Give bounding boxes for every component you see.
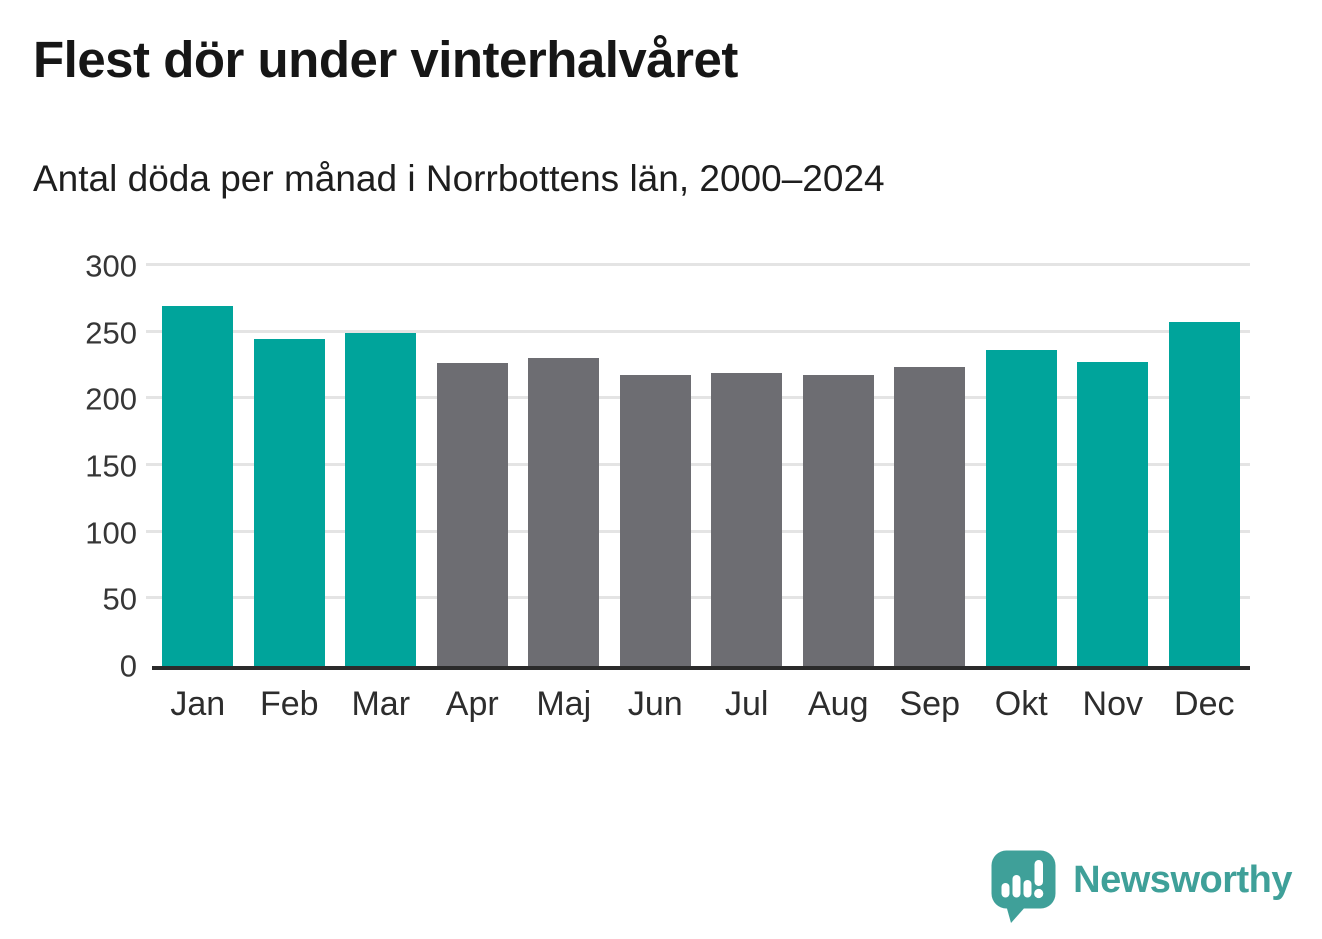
gridline <box>146 263 1250 266</box>
gridline <box>146 329 1250 333</box>
x-tick-label: Dec <box>1174 685 1235 723</box>
x-tick-label: Sep <box>899 685 961 723</box>
bar-column-dec <box>1159 266 1251 666</box>
speech-bubble-chart-icon <box>991 850 1056 923</box>
brand-name: Newsworthy <box>1073 858 1292 901</box>
bar-jun <box>619 375 691 666</box>
bar-apr <box>436 363 508 666</box>
gridline <box>146 463 1250 466</box>
bar-column-nov <box>1067 266 1159 666</box>
gridline <box>146 396 1250 400</box>
bar-dec <box>1168 322 1240 666</box>
y-tick-label: 150 <box>85 448 137 484</box>
x-tick-label: Okt <box>994 685 1048 723</box>
x-axis-labels: Jan Feb Mar Apr Maj Jun Jul Aug Sep Okt Nov Dec <box>152 684 1250 725</box>
x-tick-label: Aug <box>808 685 869 723</box>
y-tick-label: 0 <box>119 648 137 684</box>
page-title: Flest dör under vinterhalvåret <box>33 31 738 88</box>
bar-nov <box>1077 362 1149 666</box>
x-tick-label: Jan <box>170 685 226 723</box>
bar-column-aug <box>793 266 885 666</box>
bar-jul <box>711 372 783 666</box>
bars-row <box>152 266 1250 666</box>
bar-column-jan <box>152 266 244 666</box>
bar-column-apr <box>427 266 519 666</box>
gridline <box>146 529 1250 533</box>
plot-area: 0 50 100 150 200 250 300 <box>85 251 1250 682</box>
x-tick-label: Apr <box>445 685 499 723</box>
bar-sep <box>894 367 966 666</box>
y-tick-label: 300 <box>85 248 137 284</box>
x-tick-label: Feb <box>259 685 319 723</box>
bar-column-sep <box>884 266 976 666</box>
y-tick-label: 250 <box>85 315 137 351</box>
bar-okt <box>985 350 1057 666</box>
x-tick-label: Mar <box>351 685 411 723</box>
brand-footer: Newsworthy <box>990 849 1292 925</box>
x-tick-label: Jun <box>627 685 683 723</box>
bar-column-jun <box>610 266 702 666</box>
y-tick-label: 50 <box>102 581 137 617</box>
y-tick-label: 100 <box>85 515 137 551</box>
gridline <box>146 596 1250 600</box>
bar-aug <box>802 375 874 666</box>
y-tick-label: 200 <box>85 381 137 417</box>
bar-jan <box>162 306 234 666</box>
bar-column-mar <box>335 266 427 666</box>
x-tick-label: Nov <box>1082 685 1143 723</box>
bar-column-okt <box>976 266 1068 666</box>
x-tick-label: Maj <box>536 685 592 723</box>
bar-column-jul <box>701 266 793 666</box>
bar-column-maj <box>518 266 610 666</box>
bar-feb <box>253 339 325 666</box>
bar-mar <box>345 332 417 666</box>
x-tick-label: Jul <box>725 685 769 723</box>
bar-column-feb <box>244 266 336 666</box>
bar-maj <box>528 358 600 666</box>
page-subtitle: Antal döda per månad i Norrbottens län, … <box>33 158 885 199</box>
